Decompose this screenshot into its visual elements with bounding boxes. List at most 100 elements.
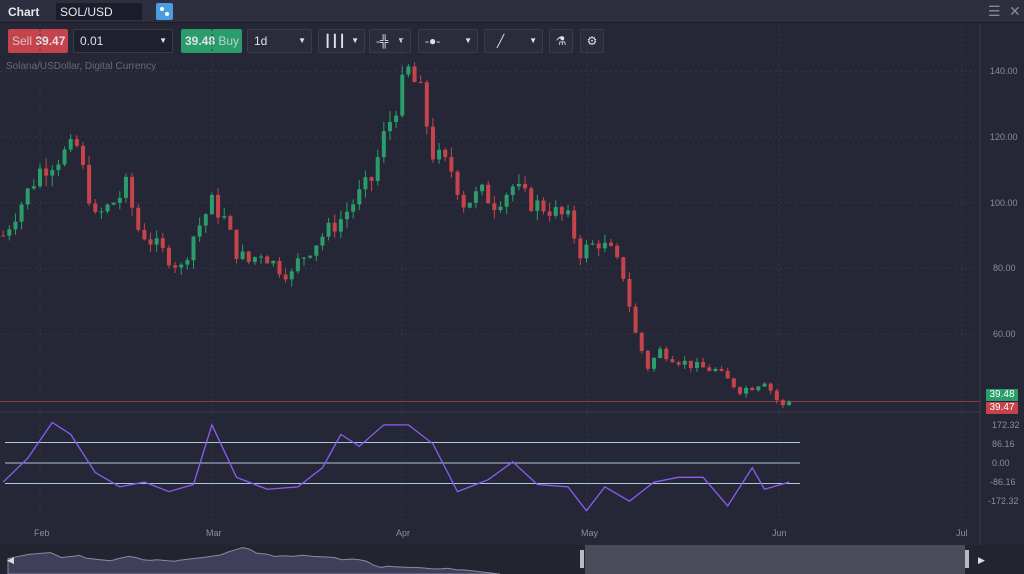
candle-body: [252, 257, 257, 262]
candle-body: [578, 238, 583, 259]
candle-body: [369, 177, 374, 181]
indicator-line: [2, 421, 790, 512]
candle-body: [44, 168, 49, 176]
interval-value: 1d: [254, 34, 268, 48]
candle-body: [308, 255, 313, 258]
candle-body: [222, 216, 227, 218]
candle-body: [166, 247, 171, 266]
candle-body: [406, 66, 411, 75]
candle-body: [731, 378, 736, 388]
title-bar: Chart SOL/USD ☰ ✕: [0, 0, 1024, 23]
candle-body: [1, 235, 6, 237]
candle-body: [719, 368, 724, 371]
price-tick: 140.00: [990, 66, 1018, 76]
candle-body: [430, 126, 435, 160]
candle-body: [332, 222, 337, 232]
time-tick: Jun: [772, 528, 787, 538]
candle-body: [136, 207, 141, 230]
candle-body: [523, 183, 528, 189]
sell-label: Sell: [12, 34, 33, 48]
navigator-area: [7, 547, 501, 574]
candle-body: [633, 306, 638, 333]
candle-body: [38, 168, 42, 187]
time-tick: May: [581, 528, 599, 538]
candle-body: [510, 186, 515, 195]
candle-body: [99, 211, 104, 213]
candle-body: [652, 358, 656, 369]
scroll-left-arrow: ◀: [7, 555, 14, 565]
ask-price-tag: 39.48: [986, 389, 1018, 401]
drawing-button[interactable]: ╱ ▼: [484, 29, 543, 53]
candle-body: [449, 157, 454, 172]
hamburger-icon[interactable]: ☰: [988, 3, 1001, 19]
chevron-down-icon: ▼: [464, 36, 472, 45]
quantity-select[interactable]: 0.01 ▼: [73, 29, 173, 53]
chevron-down-icon: ▼: [351, 36, 359, 45]
chevron-down-icon: ▼: [298, 36, 306, 45]
indicator-button[interactable]: -╬ ▼: [369, 29, 411, 53]
sell-button[interactable]: Sell 39.47: [8, 29, 68, 53]
candle-body: [56, 164, 61, 171]
buy-price: 39.48: [185, 34, 216, 48]
navigator[interactable]: ◀ ▶: [0, 545, 1024, 574]
chart-type-button[interactable]: ┃┃┃ ▼: [318, 29, 365, 53]
candle-body: [185, 260, 190, 265]
candle-body: [572, 210, 577, 239]
studies-button[interactable]: ⚗: [549, 29, 573, 53]
settings-button[interactable]: ⚙: [580, 29, 604, 53]
candle-body: [283, 274, 288, 280]
buy-label: Buy: [218, 34, 240, 48]
candle-body: [535, 200, 540, 211]
candle-body: [443, 149, 448, 158]
candle-body: [424, 82, 429, 127]
gear-icon: ⚙: [586, 34, 598, 48]
interval-select[interactable]: 1d ▼: [247, 29, 312, 53]
instrument-description: Solana/USDollar, Digital Currency: [6, 61, 157, 72]
candle-body: [117, 197, 122, 203]
candle-body: [780, 400, 785, 406]
candle-body: [314, 245, 319, 256]
chevron-down-icon: ▼: [397, 36, 405, 45]
candle-body: [160, 238, 165, 248]
candle-body: [682, 360, 687, 365]
candle-body: [609, 242, 614, 246]
candle-body: [621, 257, 626, 279]
close-icon[interactable]: ✕: [1009, 3, 1021, 19]
indicator-pane: [2, 421, 800, 512]
candle-body: [191, 236, 196, 261]
candle-body: [111, 202, 116, 205]
candle-body: [737, 387, 742, 394]
candle-body: [130, 176, 135, 208]
candle-body: [357, 189, 362, 205]
sell-price: 39.47: [35, 34, 66, 48]
candle-body: [320, 236, 325, 246]
candle-body: [363, 177, 368, 190]
candle-body: [639, 332, 644, 351]
candle-body: [179, 264, 184, 268]
candle-body: [744, 388, 749, 394]
candle-body: [504, 194, 509, 207]
bar-indicator-icon: -╬: [376, 34, 389, 48]
candle-body: [756, 386, 761, 391]
candle-body: [62, 149, 67, 165]
candle-body: [658, 348, 663, 359]
candle-body: [467, 202, 472, 208]
crosshair-button[interactable]: -●- ▼: [418, 29, 478, 53]
navigator-handle-left: [580, 550, 584, 568]
candle-body: [148, 239, 153, 245]
candle-body: [394, 115, 399, 122]
candle-body: [302, 257, 307, 259]
candle-body: [670, 359, 675, 363]
candle-body: [762, 383, 767, 387]
candle-body: [7, 229, 12, 236]
symbol-input[interactable]: SOL/USD: [56, 3, 142, 20]
link-icon[interactable]: [156, 3, 173, 20]
candle-body: [246, 251, 251, 262]
time-tick: Apr: [396, 528, 410, 538]
candle-body: [326, 222, 331, 237]
candle-body: [566, 210, 571, 215]
candle-body: [473, 191, 478, 203]
grid: [0, 24, 981, 545]
candle-body: [80, 145, 85, 166]
